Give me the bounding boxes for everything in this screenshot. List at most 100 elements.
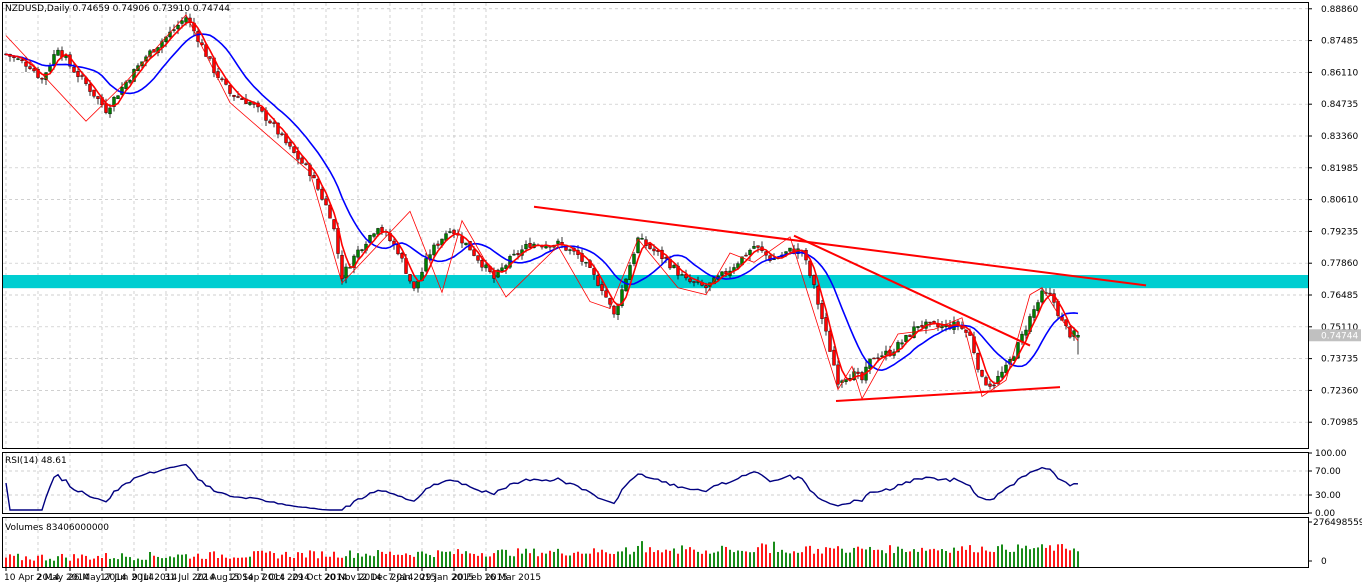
volume-bar <box>785 552 787 567</box>
candle-body <box>184 17 188 23</box>
volume-bar <box>45 560 47 567</box>
volume-bar <box>1053 550 1055 567</box>
volume-bar <box>905 552 907 567</box>
volume-bar <box>165 557 167 567</box>
price-panel[interactable]: 0.88860 0.87485 0.86110 0.84735 0.83360 0.819… <box>2 2 1362 449</box>
candle-body <box>32 68 36 72</box>
volume-bar <box>77 558 79 567</box>
candle-body <box>376 228 380 235</box>
volume-bar <box>253 551 255 567</box>
time-tick-label: 9 Jul 2014 <box>132 573 177 583</box>
candle-body <box>108 107 112 115</box>
rsi-panel[interactable]: 100.00 70.00 30.00 0.00 RSI(14) 48.61 <box>2 449 1347 519</box>
volume-bar <box>201 558 203 567</box>
volume-bar <box>1025 545 1027 567</box>
candle-body <box>616 305 620 315</box>
price-tick-label: 0.77860 <box>1321 259 1358 269</box>
volume-bar <box>733 552 735 567</box>
volume-bar <box>141 559 143 567</box>
volume-bar <box>21 560 23 567</box>
candle-body <box>372 233 376 237</box>
volume-bar <box>325 556 327 567</box>
candle-body <box>628 265 632 280</box>
candle-body <box>116 95 120 100</box>
candle-body <box>96 96 100 99</box>
candle-body <box>176 25 180 30</box>
price-tick-label: 0.81985 <box>1321 164 1358 174</box>
volume-bar <box>725 546 727 567</box>
candle-body <box>620 289 624 306</box>
volume-panel[interactable]: 276498559232 0 Volumes 83406000000 <box>2 517 1362 568</box>
candle-body <box>92 89 96 97</box>
volume-bar <box>721 545 723 567</box>
candle-body <box>1048 292 1052 295</box>
volume-bar <box>813 553 815 567</box>
volume-bar <box>761 543 763 567</box>
time-tick-label: 2 May 2014 <box>36 573 89 583</box>
candle-body <box>240 98 244 100</box>
candle-body <box>24 61 28 67</box>
fast-moving-average-line <box>5 20 1079 385</box>
volume-bar <box>393 555 395 567</box>
volume-bar <box>357 553 359 567</box>
candle-body <box>992 384 996 387</box>
volume-bar <box>413 556 415 567</box>
time-tick-label: 29 Jan 2015 <box>420 573 474 583</box>
volume-bar <box>865 549 867 567</box>
candle-body <box>1032 309 1036 318</box>
candle-body <box>144 56 148 62</box>
volume-bar <box>341 557 343 567</box>
candle-body <box>408 274 412 282</box>
volume-bar <box>505 549 507 567</box>
volume-bar <box>981 546 983 567</box>
volume-bar <box>889 545 891 567</box>
volume-bar <box>669 550 671 567</box>
price-axis-ticks: 0.88860 0.87485 0.86110 0.84735 0.83360 0.819… <box>1308 5 1358 428</box>
price-tick-label: 0.79235 <box>1321 227 1358 237</box>
volume-bar <box>629 554 631 567</box>
time-tick-label: 7 Jan 2015 <box>388 573 436 583</box>
volume-bar <box>1013 551 1015 567</box>
volume-bar <box>289 556 291 567</box>
candle-body <box>320 188 324 200</box>
volume-bar <box>521 553 523 567</box>
volume-bar <box>873 550 875 567</box>
volume-bar <box>125 556 127 567</box>
candle-body <box>900 342 904 345</box>
candle-body <box>228 85 232 94</box>
volume-bar <box>993 552 995 567</box>
volume-bar <box>809 545 811 567</box>
time-tick-label: 15 Sep 2014 <box>228 573 285 583</box>
price-tick-label: 0.80610 <box>1321 196 1358 206</box>
volume-bar <box>577 551 579 567</box>
volume-bar <box>1073 548 1075 567</box>
volume-panel-frame <box>2 517 1309 568</box>
candle-body <box>484 264 488 269</box>
time-tick-label: 10 Apr 2014 <box>4 573 60 583</box>
volume-bar <box>49 558 51 567</box>
candle-body <box>592 268 596 275</box>
candle-body <box>672 265 676 268</box>
candle-body <box>316 178 320 190</box>
volume-bar <box>913 549 915 567</box>
time-tick-label: 22 Aug 2014 <box>196 573 254 583</box>
price-panel-frame <box>2 2 1309 449</box>
trendlines <box>533 205 1147 403</box>
candle-body <box>756 245 760 248</box>
volume-bar <box>621 551 623 567</box>
volume-bar <box>481 553 483 567</box>
candle-body <box>1012 356 1016 361</box>
volume-bar <box>173 557 175 567</box>
candle-body <box>304 163 308 165</box>
candle-body <box>648 244 652 249</box>
volume-bar <box>129 557 131 567</box>
candle-body <box>56 49 60 56</box>
volume-bar <box>673 548 675 567</box>
volume-bar <box>921 547 923 567</box>
volume-bar <box>789 553 791 567</box>
candle-body <box>824 317 828 332</box>
volume-bar <box>69 560 71 567</box>
price-tick-label: 0.76485 <box>1321 291 1358 301</box>
